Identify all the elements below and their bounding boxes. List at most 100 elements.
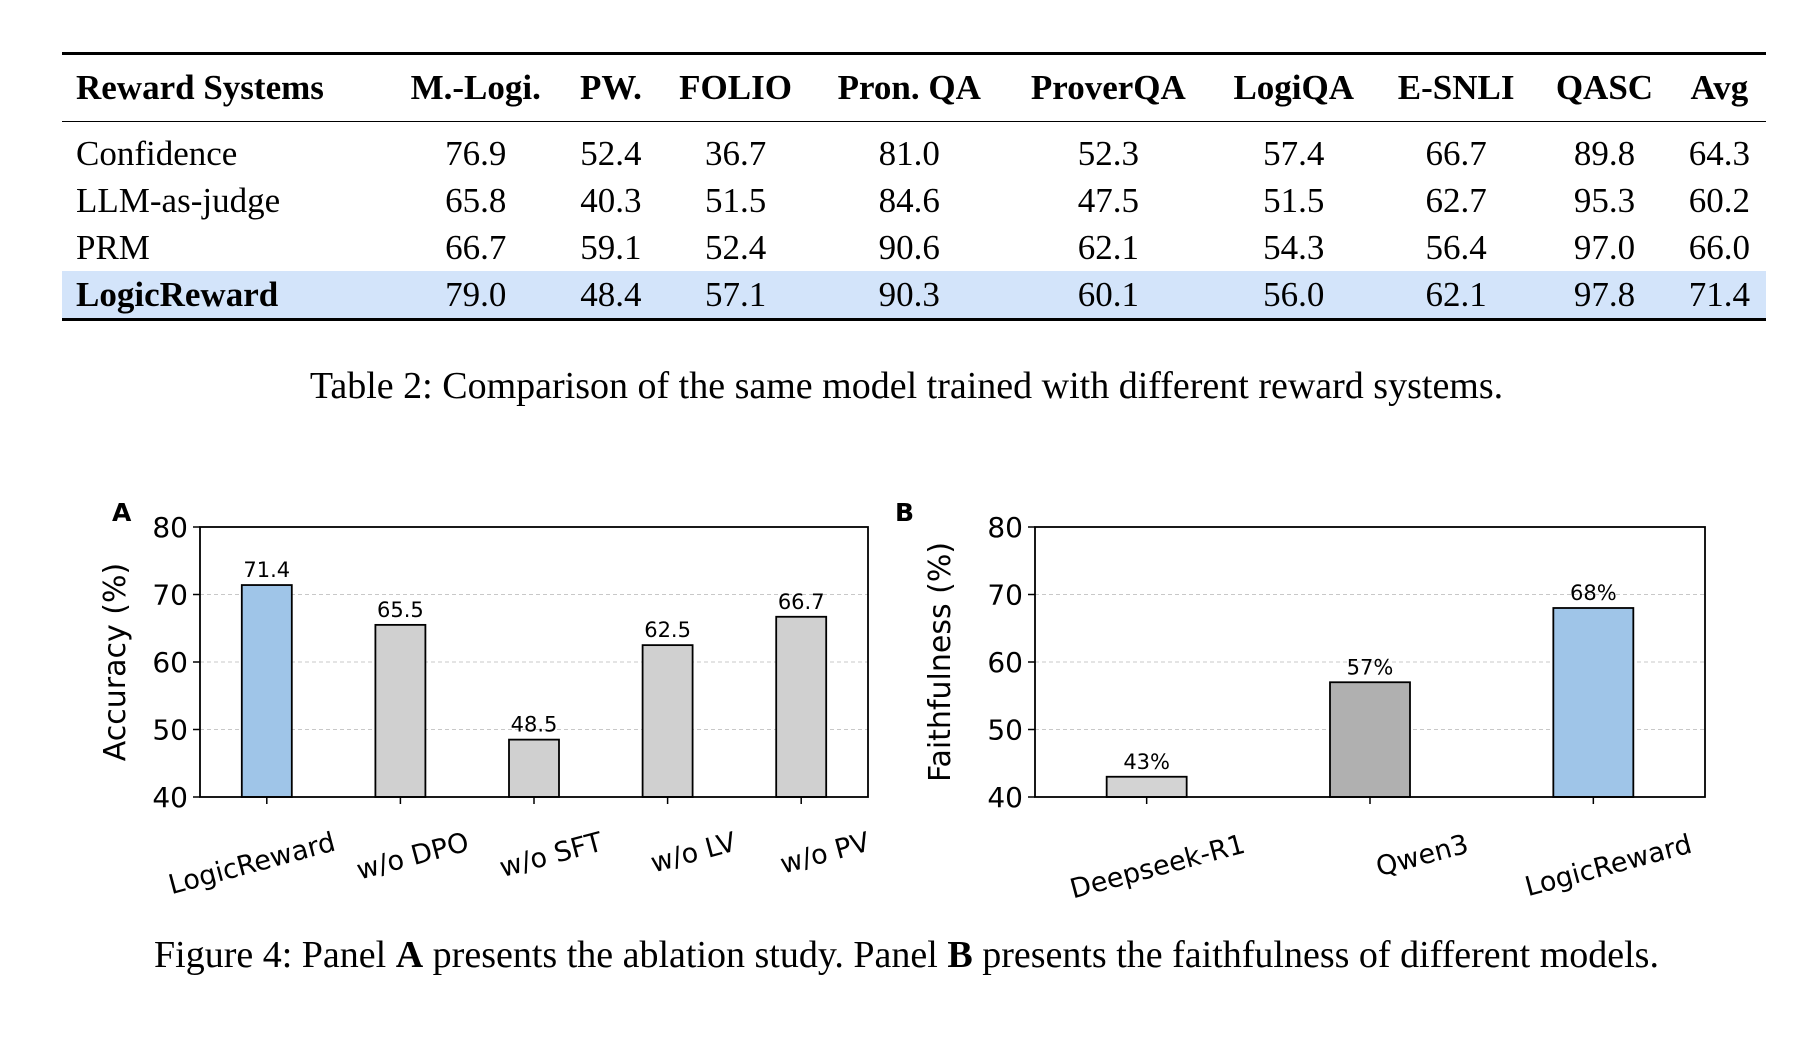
table-cell: 89.8 xyxy=(1573,133,1636,173)
bar-value-label: 48.5 xyxy=(511,713,558,737)
table-cell: 97.8 xyxy=(1536,271,1673,320)
table-cell: 47.5 xyxy=(1077,180,1139,220)
table-cell: 57.4 xyxy=(1263,133,1325,173)
chart-panel-a: 71.4 LogicReward 65.5 w/o DPO 48.5 w/o SFT 62.… xyxy=(98,498,874,900)
table-cell: 51.5 xyxy=(1263,180,1325,220)
table-cell: 81.0 xyxy=(878,133,940,173)
figure-caption-text: Figure 4: Panel xyxy=(154,934,396,976)
x-tick-label: w/o SFT xyxy=(496,827,606,884)
table-cell: 36.7 xyxy=(704,133,767,173)
y-tick-label: 60 xyxy=(987,646,1023,679)
table-cell: 90.3 xyxy=(813,271,1006,320)
column-header: M.-Logi. xyxy=(410,68,541,107)
table-cell: 66.7 xyxy=(445,227,507,267)
bar-value-label: 65.5 xyxy=(377,598,424,622)
figure-caption-text: presents the faithfulness of different m… xyxy=(972,934,1659,976)
table-cell: 56.0 xyxy=(1211,271,1377,320)
table-cell: 66.7 xyxy=(1425,133,1487,173)
table-cell: 62.7 xyxy=(1425,180,1487,220)
table-cell: 60.1 xyxy=(1005,271,1212,320)
bar-value-label: 66.7 xyxy=(778,590,825,614)
x-tick-label: w/o LV xyxy=(648,827,740,880)
table-cell: 56.4 xyxy=(1425,227,1487,267)
bar-value-label: 43% xyxy=(1123,750,1170,774)
x-tick-label: LogicReward xyxy=(1522,829,1695,900)
panel-label: A xyxy=(112,498,132,527)
table-cell: 97.0 xyxy=(1573,227,1636,267)
x-tick-label: w/o PV xyxy=(777,827,873,881)
column-header: ProverQA xyxy=(1030,68,1186,107)
table-cell: 51.5 xyxy=(704,180,767,220)
table-cell: 54.3 xyxy=(1263,227,1325,267)
bar-logicreward xyxy=(240,584,293,798)
table-cell: 79.0 xyxy=(387,271,564,320)
bar-value-label: 57% xyxy=(1347,655,1394,679)
y-tick-label: 70 xyxy=(152,579,188,612)
bar-w-o-lv xyxy=(641,644,694,798)
table-cell: 62.1 xyxy=(1077,227,1139,267)
y-tick-label: 40 xyxy=(152,781,188,814)
column-header: QASC xyxy=(1555,68,1654,107)
table-cell: 57.1 xyxy=(657,271,814,320)
table-cell: 64.3 xyxy=(1688,133,1750,173)
table-row: PRM 66.7 59.1 52.4 90.6 62.1 54.3 56.4 9… xyxy=(62,224,1766,271)
y-tick-label: 70 xyxy=(987,579,1023,612)
y-tick-label: 80 xyxy=(987,511,1023,544)
bar-logicreward xyxy=(1552,607,1635,798)
table-caption: Table 2: Comparison of the same model tr… xyxy=(309,365,1504,407)
plot-frame xyxy=(199,526,869,798)
table-cell: 65.8 xyxy=(445,180,507,220)
column-header: Reward Systems xyxy=(76,68,324,107)
bar-qwen3 xyxy=(1329,681,1411,798)
figure-caption-bold: A xyxy=(395,934,424,976)
table-cell: Confidence xyxy=(76,133,238,173)
y-tick-label: 40 xyxy=(987,781,1023,814)
figure-caption-text: presents the ablation study. Panel xyxy=(423,934,948,976)
x-tick-label: Deepseek-R1 xyxy=(1067,829,1249,900)
bar-value-label: 71.4 xyxy=(243,558,290,582)
table-cell: 71.4 xyxy=(1672,271,1766,320)
table-cell: LLM-as-judge xyxy=(76,180,281,220)
table-cell: 90.6 xyxy=(878,227,940,267)
y-tick-label: 50 xyxy=(987,714,1023,747)
bar-w-o-dpo xyxy=(374,623,427,798)
bar-value-label: 62.5 xyxy=(644,618,691,642)
table-header-row: Reward Systems M.-Logi. PW. FOLIO Pron. … xyxy=(62,53,1766,122)
table-cell: 52.3 xyxy=(1077,133,1139,173)
bar-deepseek-r1 xyxy=(1105,775,1188,798)
column-header: Avg xyxy=(1690,68,1749,107)
table-cell: 62.1 xyxy=(1376,271,1537,320)
table-row: LLM-as-judge 65.8 40.3 51.5 84.6 47.5 51… xyxy=(62,177,1766,224)
table-cell: PRM xyxy=(76,227,150,267)
column-header: PW. xyxy=(579,68,642,107)
table-cell: 66.0 xyxy=(1688,227,1750,267)
chart-panel-b: 43% Deepseek-R1 57% Qwen3 68% LogicReward 40 50… xyxy=(895,498,1706,900)
table-cell: 40.3 xyxy=(580,180,642,220)
table-cell: 52.4 xyxy=(704,227,767,267)
table-row-highlighted: LogicReward 79.0 48.4 57.1 90.3 60.1 56.… xyxy=(62,271,1766,320)
table-row: Confidence 76.9 52.4 36.7 81.0 52.3 57.4… xyxy=(62,122,1766,178)
bar-value-label: 68% xyxy=(1570,581,1617,605)
figure-caption-bold: B xyxy=(947,934,973,976)
y-axis-label: Accuracy (%) xyxy=(98,563,133,761)
table-cell: 59.1 xyxy=(580,227,642,267)
figure-caption: Figure 4: Panel A presents the ablation … xyxy=(0,933,1813,977)
y-tick-label: 80 xyxy=(152,511,188,544)
column-header: Pron. QA xyxy=(837,68,981,107)
x-tick-label: Qwen3 xyxy=(1373,829,1472,883)
bar-w-o-sft xyxy=(508,738,560,798)
x-tick-label: w/o DPO xyxy=(353,827,472,887)
column-header: LogiQA xyxy=(1233,68,1355,107)
panel-label: B xyxy=(895,498,914,527)
table-cell: 76.9 xyxy=(445,133,507,173)
table-cell: 52.4 xyxy=(580,133,642,173)
column-header: E-SNLI xyxy=(1397,68,1515,107)
bar-w-o-pv xyxy=(775,615,828,798)
y-tick-label: 60 xyxy=(152,646,188,679)
table-cell: 84.6 xyxy=(878,180,940,220)
column-header: FOLIO xyxy=(679,68,792,107)
y-axis-label: Faithfulness (%) xyxy=(923,542,958,782)
table-cell: 95.3 xyxy=(1573,180,1636,220)
table-cell: LogicReward xyxy=(62,271,388,320)
table-cell: 60.2 xyxy=(1688,180,1750,220)
